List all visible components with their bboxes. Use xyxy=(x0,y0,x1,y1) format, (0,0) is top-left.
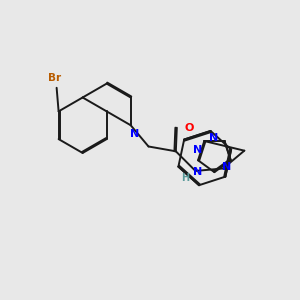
Text: N: N xyxy=(193,167,202,177)
Text: Br: Br xyxy=(48,73,61,83)
Text: N: N xyxy=(222,162,231,172)
Text: N: N xyxy=(130,129,139,139)
Text: N: N xyxy=(209,133,218,143)
Text: H: H xyxy=(182,173,190,183)
Text: O: O xyxy=(184,123,194,133)
Text: N: N xyxy=(194,146,203,155)
